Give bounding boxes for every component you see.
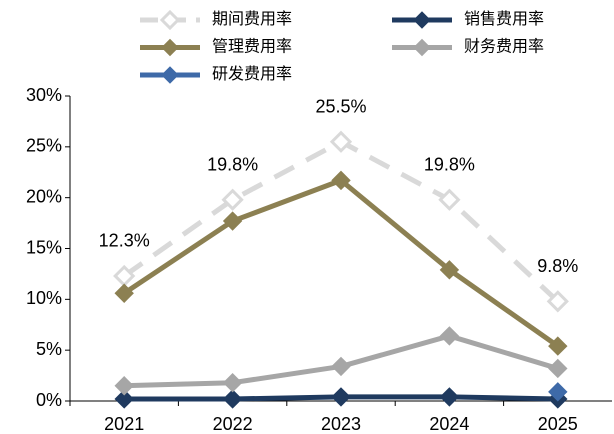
y-tick-label: 5% — [36, 339, 62, 359]
point-marker — [546, 290, 569, 313]
x-tick-label: 2023 — [321, 414, 361, 434]
legend-label: 财务费用率 — [464, 38, 544, 56]
point-marker — [222, 389, 243, 409]
legend-marker — [413, 11, 431, 29]
point-marker — [221, 188, 244, 211]
x-tick-label: 2021 — [104, 414, 144, 434]
x-tick-label: 2025 — [538, 414, 578, 434]
legend-marker — [161, 38, 179, 57]
legend-marker — [413, 38, 431, 57]
legend-label: 研发费用率 — [212, 65, 292, 83]
point-marker — [439, 326, 460, 346]
y-tick-label: 15% — [26, 237, 62, 257]
point-marker — [331, 387, 351, 407]
x-tick-label: 2024 — [429, 414, 469, 434]
legend-marker — [159, 9, 181, 31]
y-tick-label: 25% — [26, 136, 62, 156]
series-line — [122, 139, 560, 304]
point-marker — [114, 389, 134, 409]
point-marker — [439, 387, 460, 407]
point-marker — [331, 170, 351, 191]
y-tick-label: 20% — [26, 186, 62, 206]
point-marker — [548, 358, 568, 379]
point-marker — [439, 260, 460, 280]
legend-label: 销售费用率 — [464, 10, 544, 28]
legend-marker — [161, 66, 179, 84]
legend-label: 管理费用率 — [212, 38, 292, 56]
data-label: 12.3% — [99, 231, 150, 251]
point-marker — [329, 130, 353, 153]
x-tick-label: 2022 — [213, 414, 253, 434]
series-line — [122, 177, 560, 349]
legend-label: 期间费用率 — [212, 10, 292, 28]
data-label: 9.8% — [537, 256, 578, 276]
point-marker — [114, 283, 134, 303]
data-label: 19.8% — [207, 154, 258, 174]
point-marker — [438, 188, 461, 211]
point-marker — [222, 211, 243, 231]
data-label: 19.8% — [424, 154, 475, 174]
y-tick-label: 30% — [26, 85, 62, 105]
y-tick-label: 10% — [26, 288, 62, 308]
point-marker — [222, 372, 243, 393]
y-tick-label: 0% — [36, 390, 62, 410]
point-marker — [331, 356, 351, 377]
data-label: 25.5% — [315, 97, 366, 117]
point-marker — [548, 382, 568, 402]
point-marker — [114, 376, 134, 396]
point-marker — [548, 336, 568, 356]
